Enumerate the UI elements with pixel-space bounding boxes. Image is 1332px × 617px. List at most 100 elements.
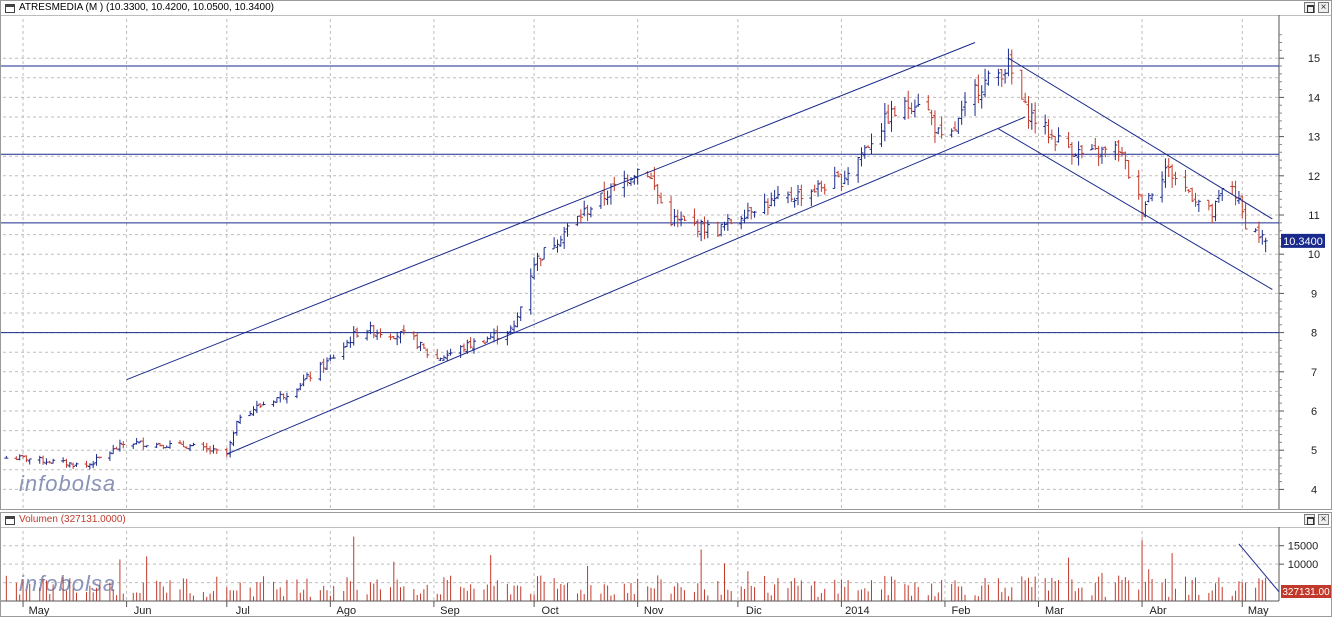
ohlc-bar-up xyxy=(772,189,777,207)
ohlc-bar-up xyxy=(769,192,774,207)
ohlc-bar-up xyxy=(1099,146,1104,164)
ohlc-bar-up xyxy=(508,325,513,335)
ohlc-bar-down xyxy=(1009,49,1014,85)
ohlc-bar-down xyxy=(649,172,654,180)
ohlc-bar-up xyxy=(441,355,446,361)
ohlc-bar-down xyxy=(669,196,674,227)
ohlc-bar-up xyxy=(117,439,122,452)
ohlc-bar-down xyxy=(1170,164,1175,188)
ohlc-bar-up xyxy=(398,330,403,344)
price-y-tick-label: 8 xyxy=(1311,328,1317,340)
price-y-tick-label: 6 xyxy=(1311,406,1317,418)
trendline-down-lower xyxy=(998,128,1273,290)
ohlc-bar-up xyxy=(228,440,233,458)
ohlc-bar-down xyxy=(578,209,583,223)
ohlc-bar-up xyxy=(154,442,159,449)
ohlc-bar-down xyxy=(822,183,827,195)
ohlc-bar-up xyxy=(251,406,256,416)
ohlc-bar-up xyxy=(705,219,710,239)
ohlc-bar-up xyxy=(562,226,567,249)
ohlc-bar-up xyxy=(996,68,1001,86)
ohlc-bar-up xyxy=(842,170,847,185)
ohlc-bar-up xyxy=(558,235,563,247)
volume-panel-titlebar: Volumen (327131.0000) × xyxy=(1,513,1331,528)
ohlc-bar-up xyxy=(395,331,400,346)
ohlc-bar-up xyxy=(859,147,864,167)
ohlc-bar-up xyxy=(588,206,593,218)
price-panel: ATRESMEDIA (M ) (10.3300, 10.4200, 10.05… xyxy=(0,0,1332,510)
volume-grid xyxy=(3,531,1279,601)
price-panel-titlebar: ATRESMEDIA (M ) (10.3300, 10.4200, 10.05… xyxy=(1,1,1331,16)
ohlc-bar-up xyxy=(1146,192,1151,203)
ohlc-bar-up xyxy=(1003,69,1008,84)
ohlc-bar-down xyxy=(71,462,76,470)
ohlc-bar-down xyxy=(1230,181,1235,196)
ohlc-bar-down xyxy=(1140,194,1145,221)
price-grid xyxy=(3,19,1279,509)
ohlc-bar-up xyxy=(1150,193,1155,202)
ohlc-bar-up xyxy=(622,170,627,198)
price-y-tick-label: 12 xyxy=(1308,171,1320,183)
ohlc-bar-down xyxy=(692,208,697,226)
ohlc-bar-down xyxy=(952,121,957,132)
ohlc-bar-up xyxy=(1160,171,1165,203)
ohlc-bar-up xyxy=(1216,189,1221,203)
ohlc-bar-up xyxy=(532,257,537,280)
ohlc-bar-down xyxy=(1193,192,1198,207)
volume-bars xyxy=(5,536,1267,601)
ohlc-bar-up xyxy=(832,166,837,189)
ohlc-bar-down xyxy=(1096,145,1101,166)
ohlc-bar-up xyxy=(465,339,470,355)
maximize-icon[interactable] xyxy=(1304,514,1315,525)
ohlc-bar-down xyxy=(495,325,500,345)
ohlc-bar-up xyxy=(795,184,800,206)
last-volume-label: 327131.00 xyxy=(1282,587,1330,598)
ohlc-bar-up xyxy=(331,354,336,359)
ohlc-bar-down xyxy=(1026,96,1031,129)
maximize-icon[interactable] xyxy=(1304,2,1315,13)
x-axis-tick-label: Abr xyxy=(1149,605,1166,616)
volume-y-tick-label: 10000 xyxy=(1288,559,1319,571)
ohlc-bar-down xyxy=(675,209,680,228)
ohlc-bar-up xyxy=(67,462,72,468)
ohlc-bar-down xyxy=(401,324,406,335)
ohlc-bar-up xyxy=(505,331,510,346)
ohlc-bar-up xyxy=(4,455,9,459)
close-icon[interactable]: × xyxy=(1318,514,1329,525)
ohlc-bar-up xyxy=(719,223,724,237)
ohlc-bar-down xyxy=(1173,171,1178,186)
ohlc-bar-down xyxy=(1049,129,1054,140)
ohlc-bar-up xyxy=(956,117,961,134)
volume-panel-title: Volumen (327131.0000) xyxy=(19,514,126,525)
ohlc-bar-down xyxy=(1023,92,1028,104)
x-axis-tick-label: Oct xyxy=(542,605,559,616)
ohlc-bar-down xyxy=(1066,132,1071,149)
price-y-tick-label: 4 xyxy=(1311,484,1317,496)
ohlc-bar-up xyxy=(869,133,874,154)
ohlc-bar-down xyxy=(161,444,166,450)
ohlc-bar-down xyxy=(909,102,914,115)
ohlc-bar-down xyxy=(1126,160,1131,179)
volume-y-tick-label: 15000 xyxy=(1288,541,1319,553)
ohlc-bar-down xyxy=(482,339,487,344)
last-volume-marker xyxy=(1281,585,1331,598)
ohlc-bar-down xyxy=(999,69,1004,88)
ohlc-bar-up xyxy=(1113,141,1118,161)
ohlc-bar-up xyxy=(862,145,867,159)
ohlc-bar-up xyxy=(254,400,259,414)
price-panel-title: ATRESMEDIA (M ) (10.3300, 10.4200, 10.05… xyxy=(19,2,274,13)
ohlc-bar-up xyxy=(1056,127,1061,143)
close-icon[interactable]: × xyxy=(1318,2,1329,13)
ohlc-bar-up xyxy=(762,193,767,215)
price-y-tick-label: 13 xyxy=(1308,132,1320,144)
ohlc-bar-up xyxy=(605,190,610,205)
price-y-tick-label: 7 xyxy=(1311,367,1317,379)
ohlc-bar-up xyxy=(598,192,603,209)
ohlc-bar-up xyxy=(889,100,894,132)
ohlc-bar-down xyxy=(866,145,871,149)
ohlc-bar-up xyxy=(949,128,954,138)
ohlc-bar-up xyxy=(448,348,453,356)
ohlc-bar-down xyxy=(655,183,660,204)
ohlc-bar-up xyxy=(1196,199,1201,212)
ohlc-bar-up xyxy=(445,350,450,361)
